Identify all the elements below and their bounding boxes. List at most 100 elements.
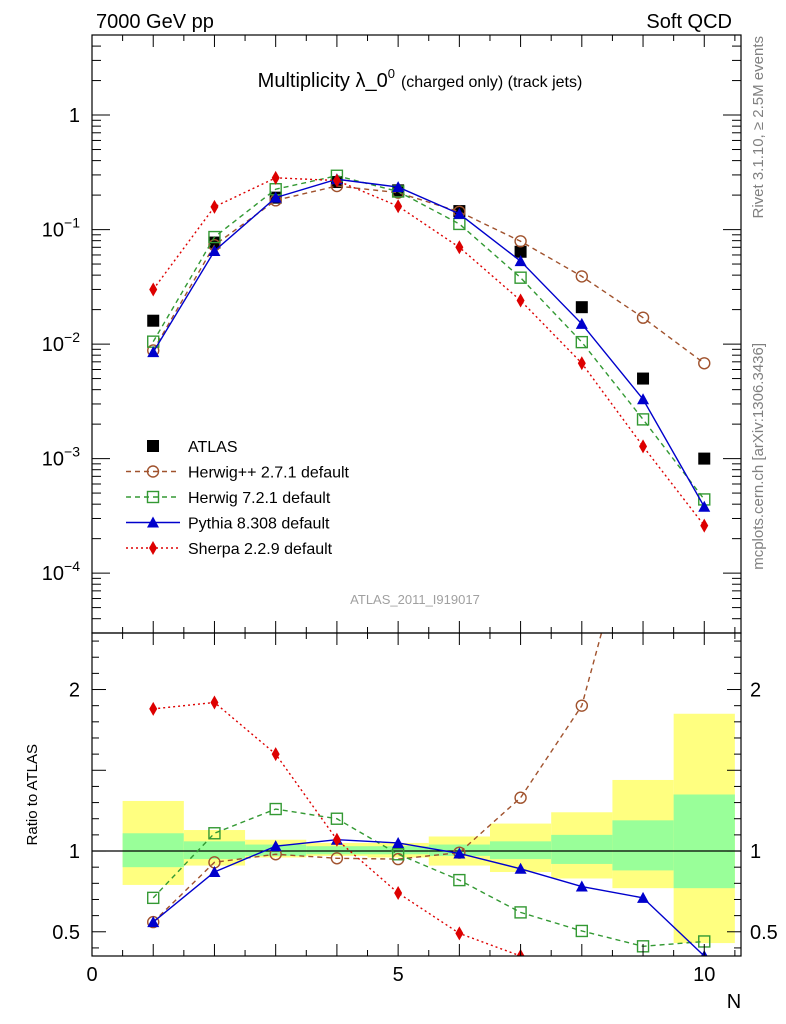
ratio-point-pythia	[637, 891, 650, 903]
series-line-herwig7	[152, 175, 705, 500]
ratio-point-pythia	[269, 840, 282, 852]
data-point-herwig7	[514, 271, 527, 284]
data-point-pythia	[392, 181, 405, 193]
main-plot-area	[147, 169, 711, 533]
data-point-sherpa	[149, 282, 158, 297]
ratio-band-inner	[367, 846, 429, 855]
ratio-series-group	[147, 633, 711, 956]
ratio-point-herwig7	[391, 848, 405, 861]
legend-entry-herwig7: Herwig 7.2.1 default	[126, 490, 331, 507]
legend-label-sherpa: Sherpa 2.2.9 default	[188, 541, 333, 558]
data-point-data	[147, 314, 160, 327]
data-point-sherpa	[700, 518, 709, 533]
axes: 0 5 10 10−4 10−3 10−2 10−1 1 0.5 0.5 1 1 2 2	[42, 34, 778, 986]
data-point-sherpa	[271, 170, 280, 185]
ratio-band-inner	[673, 794, 735, 889]
ratio-band-inner	[489, 841, 552, 860]
data-point-data	[575, 301, 588, 314]
data-point-pythia	[453, 207, 466, 219]
ratio-y-tick-label-right: 0.5	[750, 922, 778, 944]
data-point-pythia	[147, 346, 160, 358]
data-point-herwigpp	[636, 311, 650, 324]
data-point-data	[637, 372, 650, 385]
legend-marker-herwigpp	[146, 465, 160, 478]
legend-label-herwigpp: Herwig++ 2.7.1 default	[188, 465, 350, 482]
ratio-y-tick-label: 2	[69, 680, 80, 702]
y-tick-label: 1	[69, 105, 80, 127]
legend-entry-data: ATLAS	[147, 439, 238, 456]
ratio-y-tick-label-right: 2	[750, 680, 761, 702]
legend-marker-data	[147, 440, 159, 452]
ratio-frame	[91, 632, 742, 957]
ratio-point-herwig7	[453, 873, 466, 887]
data-point-sherpa	[394, 199, 403, 214]
chart-title-suffix: (charged only) (track jets)	[401, 74, 582, 91]
ratio-point-sherpa	[394, 886, 403, 901]
ratio-point-herwig7	[269, 802, 282, 816]
ratio-band-inner	[612, 820, 674, 871]
data-point-pythia	[208, 244, 221, 256]
y-tick-label: 10−3	[42, 444, 80, 471]
y-tick-label: 10−4	[42, 558, 80, 585]
ratio-line-sherpa	[153, 701, 524, 956]
data-point-herwig7	[575, 335, 589, 349]
ratio-point-herwigpp	[514, 791, 527, 804]
ratio-point-herwigpp	[575, 699, 589, 712]
ratio-series-sherpa	[149, 695, 525, 956]
data-point-herwig7	[208, 230, 221, 244]
y-tick-label: 10−2	[42, 329, 80, 356]
ratio-point-pythia	[453, 847, 466, 859]
data-point-sherpa	[332, 173, 341, 188]
ratio-point-herwigpp	[330, 852, 344, 865]
ratio-line-herwigpp	[152, 633, 603, 923]
series-sherpa	[149, 170, 709, 533]
ratio-point-herwig7	[514, 906, 527, 919]
legend-entry-herwigpp: Herwig++ 2.7.1 default	[126, 465, 350, 482]
ratio-y-tick-label: 1	[69, 841, 80, 863]
chart-title: Multiplicity λ_00 (charged only) (track j…	[258, 66, 583, 92]
ratio-point-pythia	[208, 866, 221, 878]
legend: ATLAS Herwig++ 2.7.1 default Herwig 7.2.1 …	[126, 439, 350, 558]
chart-title-sup: 0	[388, 66, 395, 81]
x-axis-label: N	[727, 991, 741, 1013]
ratio-point-sherpa	[455, 926, 464, 941]
ratio-point-herwig7	[208, 827, 221, 840]
ratio-band-inner	[306, 846, 368, 855]
data-point-pythia	[514, 255, 527, 267]
legend-label-herwig7: Herwig 7.2.1 default	[188, 490, 331, 507]
x-tick-label: 0	[86, 964, 97, 986]
ratio-line-pythia	[152, 839, 705, 956]
ratio-point-pythia	[392, 836, 405, 848]
legend-marker-sherpa	[149, 541, 157, 555]
legend-entry-pythia: Pythia 8.308 default	[126, 516, 330, 533]
ratio-y-tick-label: 0.5	[52, 922, 80, 944]
data-point-sherpa	[516, 293, 525, 308]
ratio-band-inner	[551, 834, 613, 864]
ratio-point-sherpa	[271, 747, 280, 762]
ratio-panel	[92, 633, 741, 956]
ratio-band	[92, 713, 741, 944]
ratio-point-pythia	[147, 916, 160, 928]
data-point-sherpa	[577, 356, 586, 371]
data-point-herwig7	[636, 413, 650, 426]
ratio-y-tick-label-right: 1	[750, 841, 761, 863]
legend-label-data: ATLAS	[188, 439, 238, 456]
x-tick-label: 10	[693, 964, 715, 986]
data-point-herwigpp	[575, 270, 589, 283]
data-point-herwigpp	[698, 357, 711, 370]
ratio-point-pythia	[575, 880, 588, 892]
ratio-point-sherpa	[149, 701, 158, 716]
ratio-point-pythia	[514, 862, 527, 874]
ratio-point-herwig7	[575, 924, 589, 938]
ratio-point-sherpa	[332, 832, 341, 847]
header-right: Soft QCD	[646, 11, 732, 33]
x-tick-label: 5	[393, 964, 404, 986]
series-pythia	[147, 173, 711, 512]
main-series-group	[147, 169, 711, 533]
ratio-point-herwig7	[147, 891, 160, 905]
data-point-sherpa	[210, 199, 219, 214]
legend-marker-herwig7	[146, 490, 160, 504]
data-point-pythia	[637, 393, 650, 405]
data-point-pythia	[575, 317, 588, 329]
